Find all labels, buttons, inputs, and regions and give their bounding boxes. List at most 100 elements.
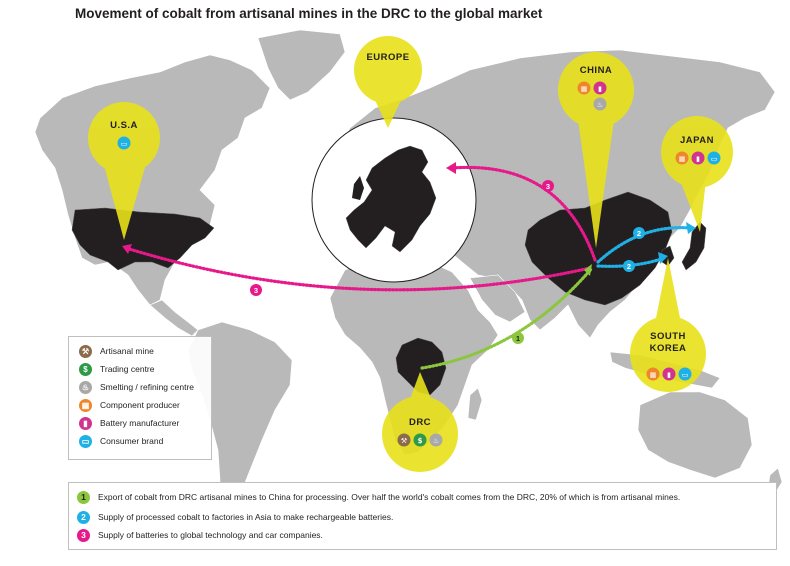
china-battery-manufacturer-glyph: ▮ [598, 85, 602, 93]
route-2-japan-marker-label: 2 [637, 229, 641, 238]
drc-trading-centre-glyph: $ [418, 437, 423, 445]
route-3-usa-line [124, 246, 592, 292]
legend-label: Smelting / refining centre [100, 382, 195, 392]
route-3-europe-line [450, 165, 597, 262]
legend-label: Trading centre [100, 364, 155, 374]
china-smelting-refining-icon [593, 97, 607, 111]
consumer-brand-icon: ▭ [79, 434, 92, 448]
usa-spotlight-beam [100, 150, 150, 240]
legend-label: Artisanal mine [100, 346, 154, 356]
legend-label: Battery manufacturer [100, 418, 180, 428]
europe-countries [345, 145, 437, 253]
legend-label: Component producer [100, 400, 180, 410]
europe-inset [311, 117, 477, 283]
note-route-1: 1 Export of cobalt from DRC artisanal mi… [77, 489, 680, 505]
route-2-korea-marker [623, 260, 635, 272]
note-route-2: 2 Supply of processed cobalt to factorie… [77, 509, 393, 525]
legend-item-smelting-refining-centre: ♨ Smelting / refining centre [79, 379, 194, 395]
note-text: Supply of batteries to global technology… [98, 530, 323, 540]
route-1-arrowhead [584, 264, 592, 276]
north-america-land [34, 54, 271, 306]
south-korea-component-producer-glyph: ▦ [650, 371, 657, 379]
japan-battery-manufacturer-glyph: ▮ [696, 155, 700, 163]
legend-item-component-producer: ▦ Component producer [79, 397, 180, 413]
south-korea-consumer-brand-glyph: ▭ [682, 371, 689, 379]
south-korea-label-line2: KOREA [650, 343, 687, 354]
route-3-europe-marker [542, 180, 554, 192]
route-3-usa-marker [250, 284, 262, 296]
legend-item-artisanal-mine: ⚒ Artisanal mine [79, 343, 154, 359]
drc-label: DRC [409, 417, 431, 428]
usa-label: U.S.A [110, 120, 138, 131]
route-2-japan-arrowhead [686, 222, 696, 234]
south-korea-consumer-brand-icon [678, 367, 692, 381]
note-text: Supply of processed cobalt to factories … [98, 512, 394, 522]
component-producer-icon: ▦ [79, 398, 92, 412]
uk-inset [352, 176, 364, 200]
south-korea-battery-manufacturer-glyph: ▮ [667, 371, 671, 379]
japan-component-producer-icon [675, 151, 689, 165]
japan-battery-manufacturer-icon [691, 151, 705, 165]
central-america-land [149, 299, 199, 337]
south-korea-component-producer-icon [646, 367, 660, 381]
usa-country [71, 207, 215, 271]
smelting-refining-centre-icon: ♨ [79, 380, 92, 394]
legend-item-trading-centre: $ Trading centre [79, 361, 155, 377]
route-1-marker [512, 332, 524, 344]
south-korea-label-line1: SOUTH [650, 331, 686, 342]
usa-consumer-brand-icon [117, 136, 131, 150]
madagascar-land [467, 387, 483, 421]
route-2-korea-marker-label: 2 [627, 262, 631, 271]
note-number-badge: 1 [77, 490, 90, 504]
japan-label: JAPAN [680, 135, 714, 146]
artisanal-mine-icon: ⚒ [79, 344, 92, 358]
south-korea-spotlight-beam [656, 258, 680, 318]
route-3-usa-marker-label: 3 [254, 286, 258, 295]
highlighted-countries [71, 191, 707, 396]
route-3-usa-arrowhead [122, 244, 132, 254]
route-1-marker-label: 1 [516, 334, 520, 343]
legend-item-consumer-brand: ▭ Consumer brand [79, 433, 163, 449]
drc-artisanal-mine-icon [397, 433, 411, 447]
drc-smelting-refining-glyph: ♨ [433, 437, 439, 445]
drc-smelting-refining-icon [429, 433, 443, 447]
japan-consumer-brand-glyph: ▭ [711, 155, 718, 163]
legend-label: Consumer brand [100, 436, 164, 446]
page-title: Movement of cobalt from artisanal mines … [75, 6, 543, 21]
china-battery-manufacturer-icon [593, 81, 607, 95]
south-korea-spotlight [630, 316, 706, 392]
japan-consumer-brand-icon [707, 151, 721, 165]
europe-spotlight [354, 36, 422, 104]
note-number-badge: 2 [77, 510, 90, 524]
route-arrowheads [122, 162, 696, 276]
usa-consumer-brand-glyph: ▭ [121, 140, 128, 148]
china-spotlight-beam [578, 120, 614, 248]
japan-country [681, 221, 707, 271]
drc-country [395, 337, 447, 396]
china-component-producer-icon [577, 81, 591, 95]
south-korea-battery-manufacturer-icon [662, 367, 676, 381]
note-number-badge: 3 [77, 528, 90, 542]
region-icons: ▭ ▦ ▮ ♨ ▦ ▮ ▭ ▦ ▮ ▭ ⚒ $ ♨ [117, 81, 721, 447]
japan-spotlight-beam [680, 180, 706, 232]
legend: ⚒ Artisanal mine $ Trading centre ♨ Smel… [68, 336, 212, 460]
route-2-korea-arrowhead [658, 252, 668, 264]
europe-label: EUROPE [366, 52, 409, 63]
china-component-producer-glyph: ▦ [581, 85, 588, 93]
battery-manufacturer-icon: ▮ [79, 416, 92, 430]
australia-land [637, 391, 753, 479]
drc-artisanal-mine-glyph: ⚒ [401, 437, 407, 445]
china-smelting-refining-glyph: ♨ [597, 101, 603, 109]
route-2-japan-marker [633, 227, 645, 239]
region-labels: U.S.A EUROPE CHINA JAPAN SOUTH KOREA DRC [110, 52, 714, 428]
route-notes: 1 Export of cobalt from DRC artisanal mi… [68, 482, 777, 550]
china-label: CHINA [580, 65, 613, 76]
china-country [524, 191, 673, 306]
route-3-europe-arrowhead [446, 162, 456, 174]
note-text: Export of cobalt from DRC artisanal mine… [98, 492, 681, 502]
route-markers: 1 2 2 3 3 [250, 180, 645, 344]
route-3-europe-marker-label: 3 [546, 182, 550, 191]
note-route-3: 3 Supply of batteries to global technolo… [77, 527, 323, 543]
trading-centre-icon: $ [79, 362, 92, 376]
